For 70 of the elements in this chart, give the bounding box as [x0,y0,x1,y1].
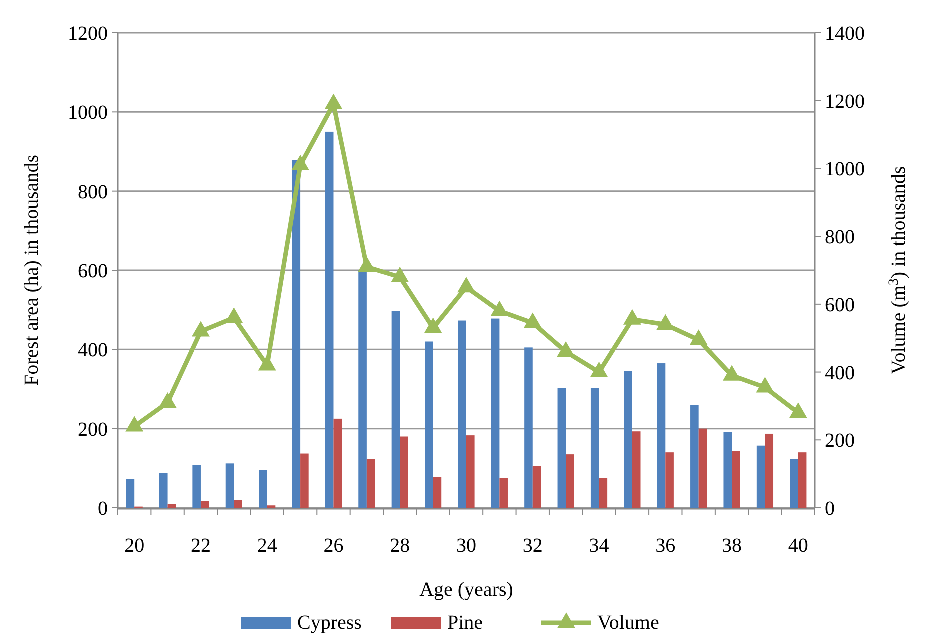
bar [724,432,732,508]
bar [558,388,566,508]
bar [458,320,466,508]
bar [425,342,434,508]
bar [491,318,500,508]
y-tick-label: 1000 [68,102,108,124]
bar [765,434,774,508]
y-tick-label: 1200 [68,23,108,45]
y2-tick-label: 1200 [825,90,865,113]
y-axis-title: Forest area (ha) in thousands [21,154,43,386]
bar [599,478,608,508]
y-tick-label: 800 [78,181,108,204]
x-tick-label: 38 [722,535,742,557]
legend-label: Volume [598,612,660,634]
y-tick-label: 600 [78,260,108,282]
x-tick-label: 36 [656,535,676,557]
bar [666,452,674,508]
bar [168,504,176,508]
bar [226,464,234,508]
bar [798,452,807,508]
x-tick-label: 30 [456,535,476,557]
y2-tick-label: 400 [825,362,855,384]
bar [259,470,268,508]
y2-tick-label: 800 [825,226,855,249]
bar [756,446,766,508]
bar [566,454,574,508]
bar [532,466,542,508]
bar [466,436,475,508]
x-tick-label: 34 [589,535,610,557]
x-tick-label: 40 [788,535,808,557]
bar [300,454,309,508]
bar [192,465,201,508]
bar [334,418,342,508]
bar [234,500,242,508]
bar [400,436,408,508]
bar [200,501,210,508]
bar [590,388,600,508]
bar [698,428,708,508]
bar [790,459,798,508]
x-tick-label: 20 [124,535,145,557]
bar [325,132,334,508]
bar [690,405,699,508]
bar [366,459,376,508]
bar [392,311,400,508]
bar [632,432,641,508]
x-tick-label: 26 [324,535,344,557]
y-tick-label: 200 [78,418,108,441]
bar [524,348,533,508]
bar [624,371,632,508]
x-tick-label: 32 [522,535,543,557]
y2-tick-label: 0 [825,498,835,520]
y2-tick-label: 1400 [825,23,865,45]
y-tick-label: 0 [98,498,108,520]
bar [732,451,740,508]
bar [657,364,666,508]
bar [500,478,508,508]
bar [126,480,135,508]
y2-tick-label: 600 [825,294,855,316]
x-tick-label: 24 [257,535,278,557]
bar [159,473,168,508]
bar [433,477,442,508]
y2-tick-label: 1000 [825,158,865,181]
x-axis-title: Age (years) [420,579,514,601]
bar [358,270,367,508]
x-tick-label: 22 [190,535,211,557]
y-tick-label: 400 [78,340,108,362]
legend-label: Cypress [298,612,362,634]
y2-tick-label: 200 [825,430,855,452]
legend-label: Pine [448,612,484,634]
x-tick-label: 28 [390,535,410,557]
